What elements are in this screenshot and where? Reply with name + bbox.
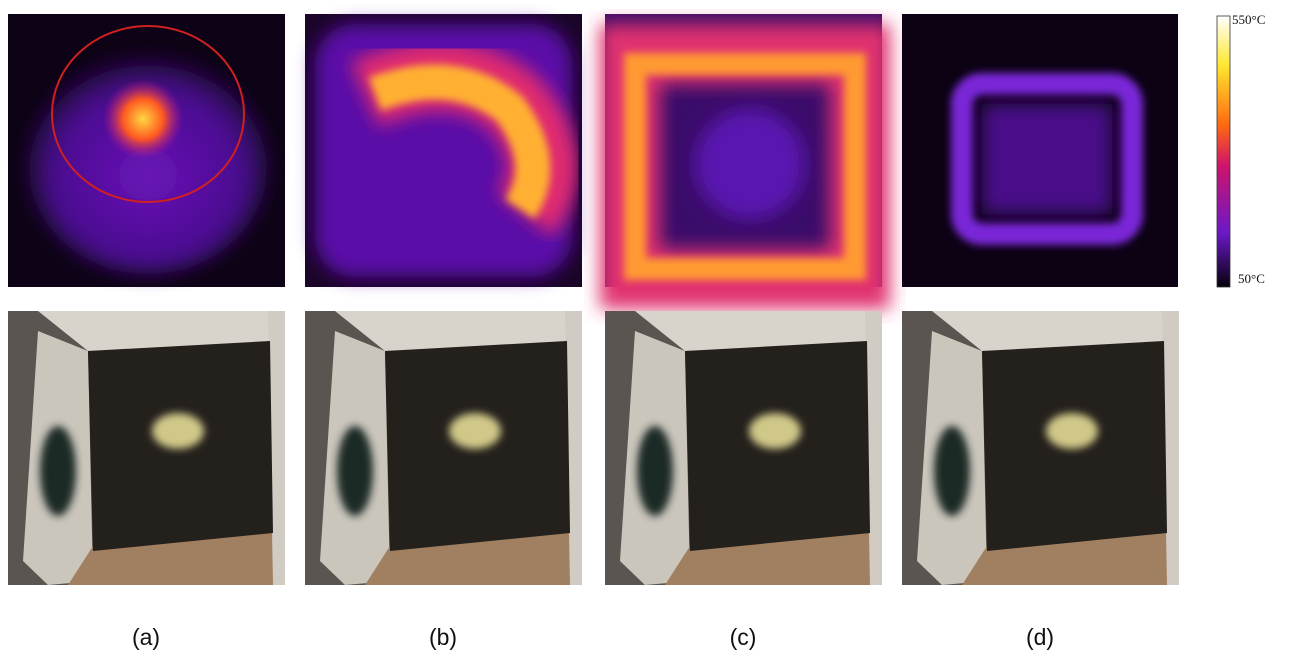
panel-label: (d)	[1026, 624, 1054, 650]
panel-label: (c)	[730, 624, 757, 650]
panel-label: (a)	[132, 624, 160, 650]
photo-c	[605, 311, 882, 585]
figure: 550°C 50°C (a) (b) (c) (d)	[0, 0, 1304, 654]
thermal-c	[605, 14, 882, 287]
thermal-d	[902, 14, 1178, 287]
colorbar-min-label: 50°C	[1238, 271, 1265, 286]
colorbar-max-label: 550°C	[1232, 12, 1265, 27]
colorbar	[1217, 16, 1230, 287]
photo-b	[305, 311, 582, 585]
thermal-b	[305, 14, 582, 287]
photo-d	[902, 311, 1179, 585]
page: 550°C 50°C (a) (b) (c) (d) (() => { cons…	[0, 0, 1304, 654]
panel-label: (b)	[429, 624, 457, 650]
thermal-a	[8, 14, 285, 287]
photo-a	[8, 311, 285, 585]
